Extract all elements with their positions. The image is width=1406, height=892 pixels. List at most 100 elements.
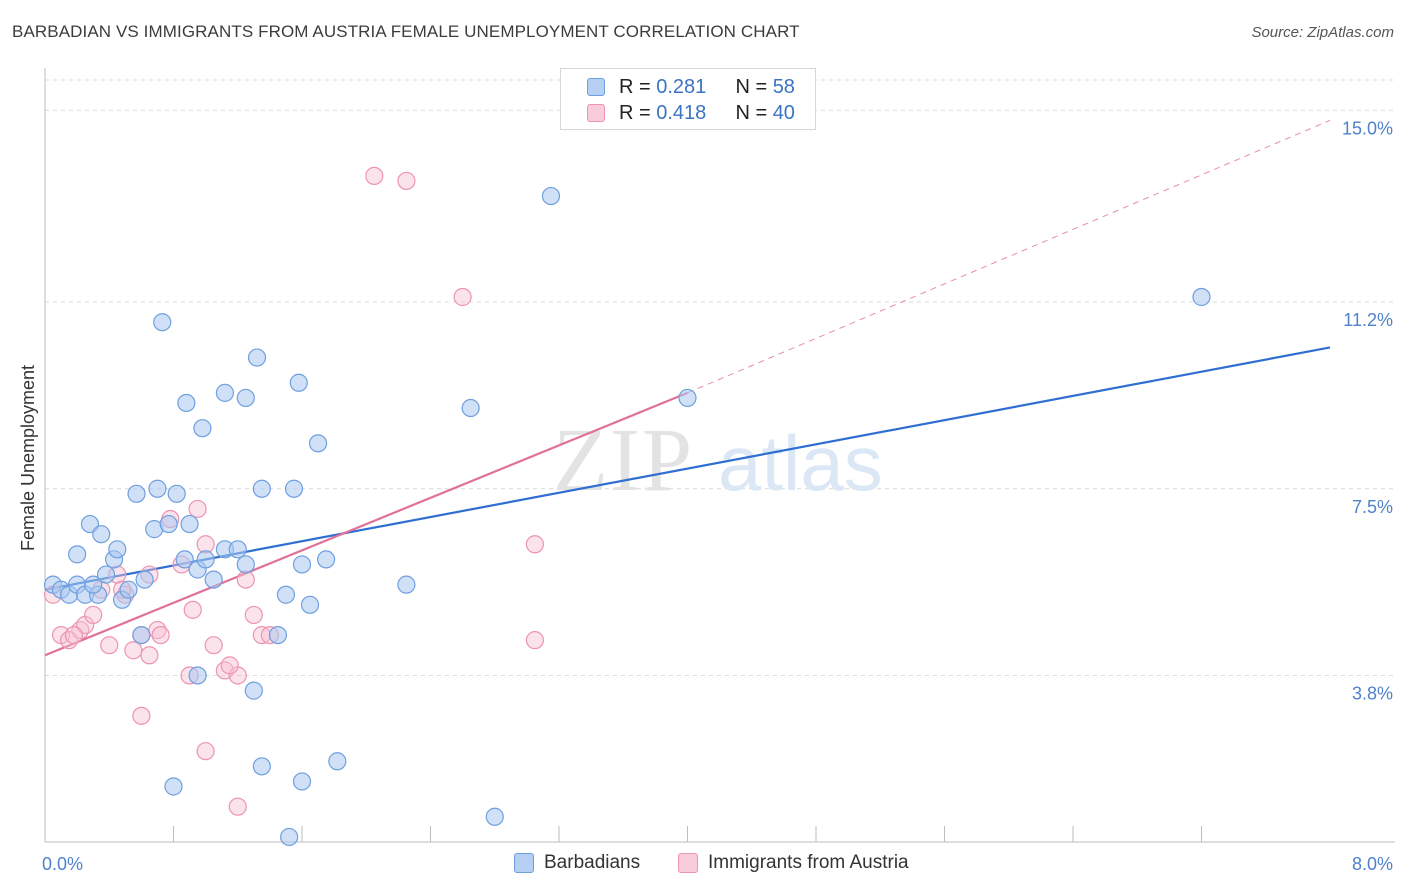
point-barbadians xyxy=(276,585,296,604)
point-austria xyxy=(132,706,151,725)
y-tick-label: 15.0% xyxy=(1342,118,1393,138)
point-austria xyxy=(84,605,103,625)
point-barbadians xyxy=(268,625,288,645)
point-barbadians xyxy=(541,186,561,206)
point-austria xyxy=(151,625,170,645)
point-barbadians xyxy=(292,555,312,574)
legend-n-value: 40 xyxy=(772,101,795,124)
point-austria xyxy=(59,631,79,650)
point-barbadians xyxy=(175,550,194,569)
legend-n-label: N = xyxy=(735,75,773,98)
point-austria xyxy=(124,641,143,660)
watermark: ZIP atlas xyxy=(553,411,883,510)
legend-r-value: 0.281 xyxy=(656,75,707,98)
point-barbadians xyxy=(244,681,263,700)
legend-r-label: R = xyxy=(619,75,657,98)
point-barbadians xyxy=(180,514,199,534)
point-barbadians xyxy=(308,434,328,453)
point-barbadians xyxy=(228,540,247,559)
point-barbadians xyxy=(80,514,100,534)
point-barbadians xyxy=(96,565,116,584)
point-barbadians xyxy=(164,777,183,796)
point-austria xyxy=(183,600,202,619)
axes-layer xyxy=(44,68,1395,843)
legend-swatch-blue xyxy=(587,78,605,96)
point-barbadians xyxy=(127,484,146,503)
legend-swatch-blue xyxy=(514,853,534,873)
point-austria xyxy=(188,499,207,519)
series-legend: Barbadians Immigrants from Austria xyxy=(0,852,1406,876)
point-austria xyxy=(244,605,263,625)
point-barbadians xyxy=(84,575,103,594)
trend-lines xyxy=(44,119,1331,657)
point-barbadians xyxy=(300,595,320,614)
trend-line-austria xyxy=(44,391,688,657)
legend-r-label: R = xyxy=(619,101,657,124)
point-austria xyxy=(397,171,416,191)
point-austria xyxy=(525,631,545,650)
legend-n-value: 58 xyxy=(772,75,795,98)
legend-item-austria: Immigrants from Austria xyxy=(678,852,909,874)
point-austria xyxy=(220,656,239,675)
trend-line-barbadians xyxy=(44,346,1331,591)
point-austria xyxy=(204,636,223,655)
point-austria xyxy=(525,535,545,554)
point-barbadians xyxy=(316,550,336,569)
point-austria xyxy=(64,625,84,645)
x-tick-label: 0.0% xyxy=(42,854,83,874)
y-axis-title: Female Unemployment xyxy=(18,365,38,551)
chart-title: BARBADIAN VS IMMIGRANTS FROM AUSTRIA FEM… xyxy=(12,22,800,41)
point-barbadians xyxy=(247,348,267,367)
point-barbadians xyxy=(292,772,312,791)
point-barbadians xyxy=(215,383,234,402)
point-barbadians xyxy=(252,479,271,498)
point-barbadians xyxy=(135,570,154,589)
point-barbadians xyxy=(167,484,186,503)
point-barbadians xyxy=(252,757,271,776)
legend-swatch-pink xyxy=(587,104,605,122)
point-barbadians xyxy=(159,514,178,534)
point-barbadians xyxy=(236,555,255,574)
point-austria xyxy=(365,166,384,185)
watermark-atlas: atlas xyxy=(718,419,883,507)
legend-label-austria: Immigrants from Austria xyxy=(708,852,909,873)
point-barbadians xyxy=(461,398,480,418)
point-barbadians xyxy=(153,313,172,332)
point-barbadians xyxy=(204,570,223,589)
legend-row-barbadians: R = 0.281 N = 58 xyxy=(587,75,795,99)
point-barbadians xyxy=(148,479,167,498)
point-barbadians xyxy=(188,666,207,685)
point-austria xyxy=(228,797,247,816)
tick-labels: 3.8% 7.5% 11.2% 15.0% 0.0% 8.0% xyxy=(42,118,1393,874)
point-barbadians xyxy=(196,550,215,569)
point-barbadians xyxy=(132,625,151,645)
legend-r-value: 0.418 xyxy=(656,101,707,124)
legend-n-label: N = xyxy=(735,101,773,124)
watermark-zip: ZIP xyxy=(553,411,694,510)
point-barbadians xyxy=(678,388,697,408)
x-tick-label: 8.0% xyxy=(1352,854,1393,874)
data-points xyxy=(43,166,1211,847)
point-austria xyxy=(140,646,159,665)
trend-line-austria-extension xyxy=(687,119,1331,394)
y-tick-label: 7.5% xyxy=(1352,497,1393,517)
legend-item-barbadians: Barbadians xyxy=(514,852,640,874)
point-barbadians xyxy=(108,540,127,559)
point-barbadians xyxy=(328,752,347,771)
point-barbadians xyxy=(68,545,87,564)
point-barbadians xyxy=(397,575,416,594)
point-barbadians xyxy=(236,388,255,408)
point-barbadians xyxy=(119,580,138,599)
point-barbadians xyxy=(177,393,196,413)
correlation-legend: R = 0.281 N = 58 R = 0.418 N = 40 xyxy=(560,68,816,130)
point-barbadians xyxy=(485,807,504,826)
point-barbadians xyxy=(284,479,304,498)
point-barbadians xyxy=(280,827,299,847)
point-barbadians xyxy=(193,419,212,438)
point-austria xyxy=(453,287,472,307)
point-austria xyxy=(100,636,119,655)
point-barbadians xyxy=(92,525,111,544)
point-barbadians xyxy=(289,373,308,392)
source-credit: Source: ZipAtlas.com xyxy=(1251,24,1394,41)
